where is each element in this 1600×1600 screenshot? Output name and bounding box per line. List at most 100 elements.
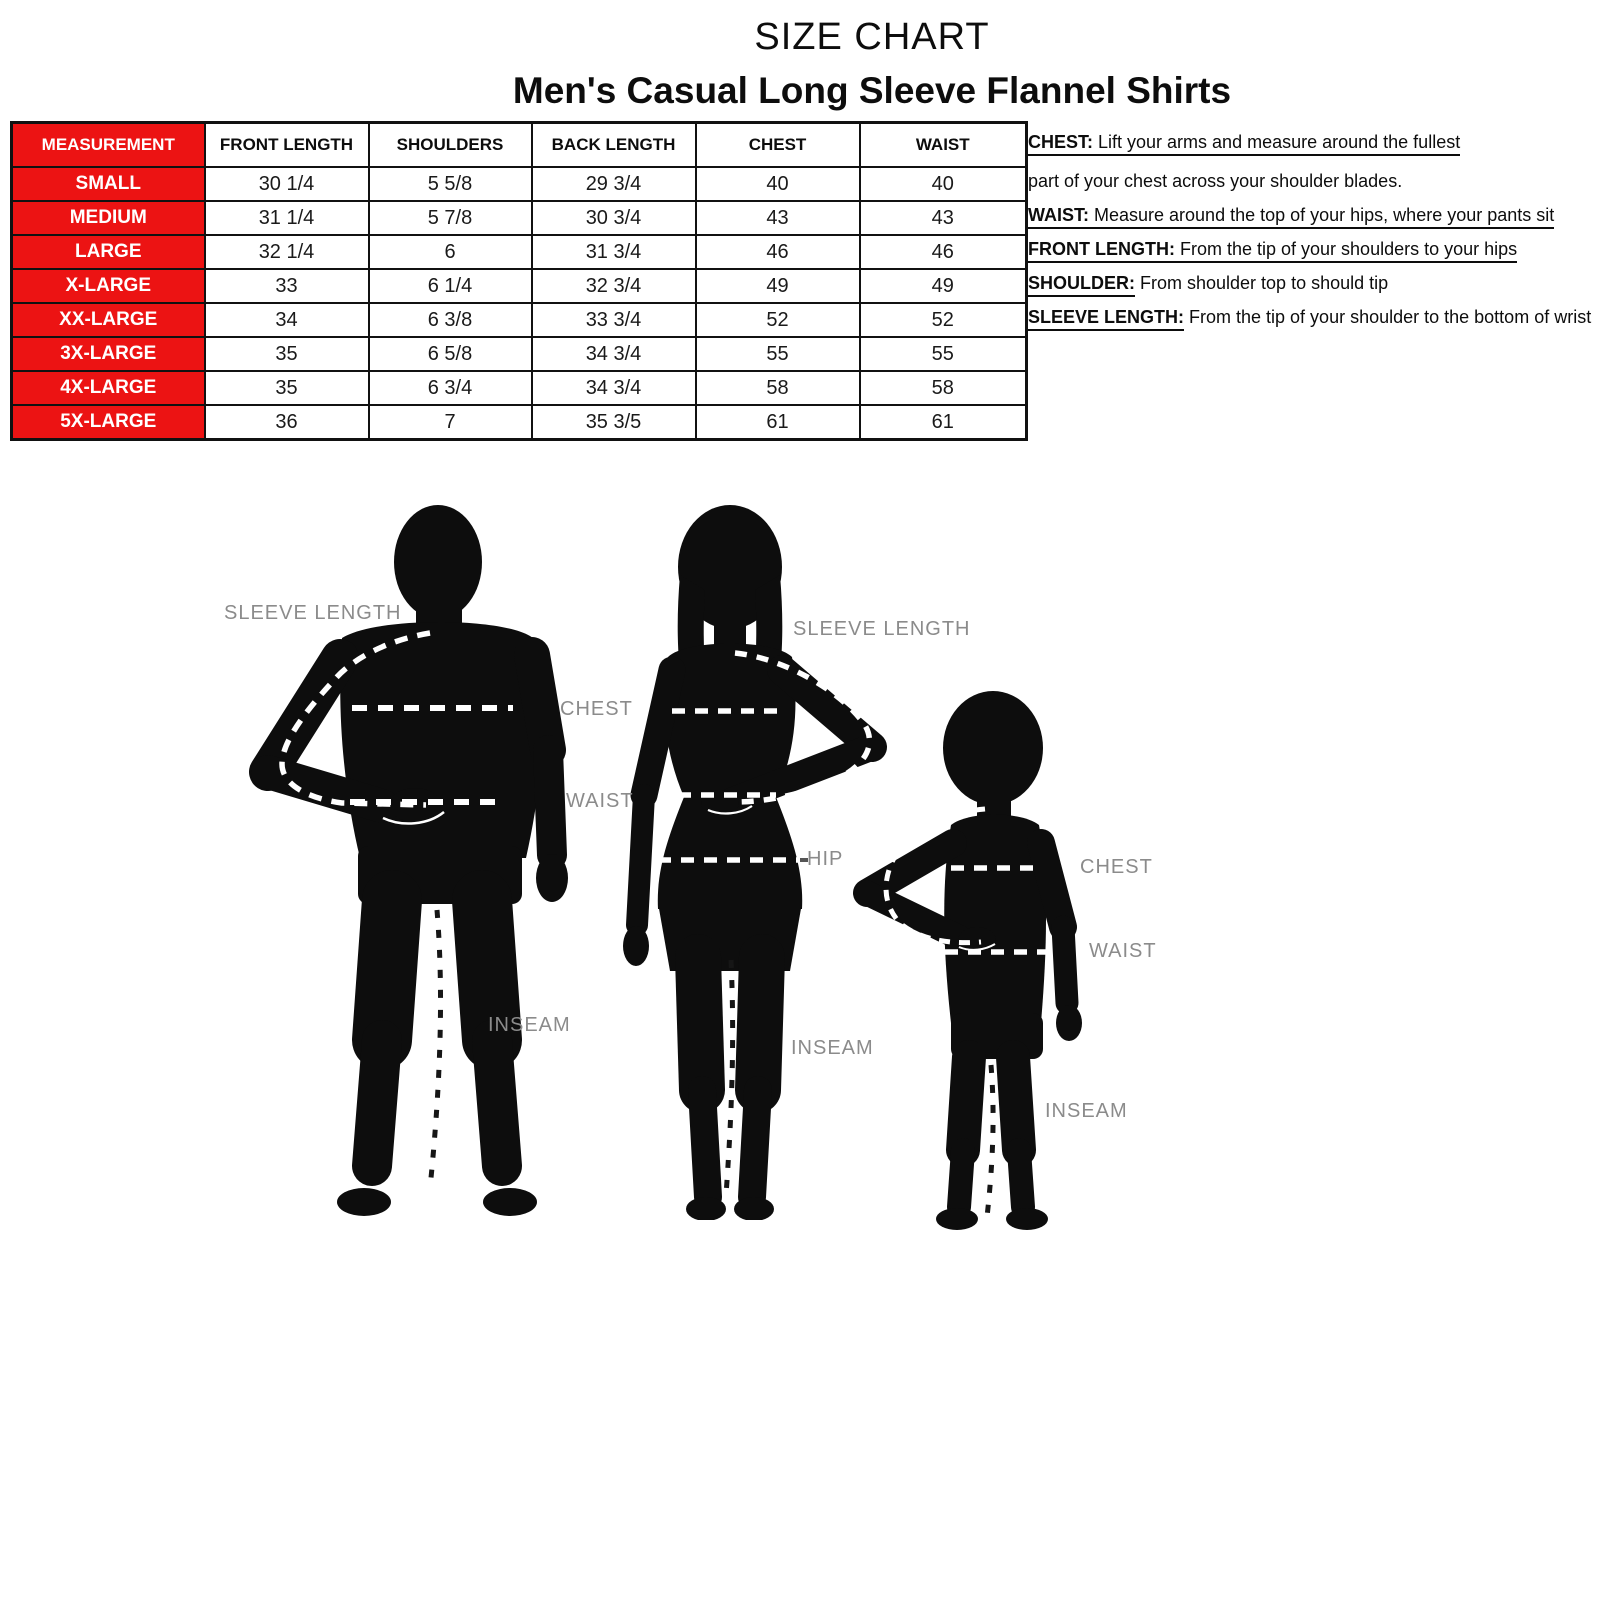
- instruction-shoulder: SHOULDER: From shoulder top to should ti…: [1028, 272, 1388, 297]
- value-cell: 61: [858, 404, 1028, 441]
- child-sleeve-line: [883, 806, 986, 946]
- page-title: SIZE CHART: [754, 16, 990, 58]
- value-cell: 31 1/4: [203, 200, 370, 236]
- table-row: XX-LARGE 34 6 3/8 33 3/4 52 52: [10, 302, 1028, 338]
- size-cell: 5X-LARGE: [10, 404, 206, 441]
- value-cell: 32 1/4: [203, 234, 370, 270]
- table-row: MEDIUM 31 1/4 5 7/8 30 3/4 43 43: [10, 200, 1028, 236]
- instruction-text: From the tip of your shoulders to your h…: [1174, 239, 1518, 259]
- table-row: X-LARGE 33 6 1/4 32 3/4 49 49: [10, 268, 1028, 304]
- child-hand-outline: [958, 943, 996, 951]
- man-inseam-label: INSEAM: [488, 1014, 571, 1036]
- value-cell: 43: [694, 200, 861, 236]
- instruction-text: Lift your arms and measure around the fu…: [1093, 132, 1461, 152]
- woman-inseam-label: INSEAM: [791, 1037, 874, 1059]
- man-inseam-line: [427, 909, 444, 1189]
- woman-sleeve-length-label: SLEEVE LENGTH: [793, 618, 971, 640]
- value-cell: 29 3/4: [530, 166, 697, 202]
- instruction-term: SHOULDER:: [1028, 272, 1135, 297]
- instruction-term: FRONT LENGTH:: [1028, 239, 1175, 259]
- size-cell: XX-LARGE: [10, 302, 206, 338]
- instruction-text: part of your chest across your shoulder …: [1028, 171, 1403, 191]
- value-cell: 34 3/4: [530, 370, 697, 406]
- value-cell: 33: [203, 268, 370, 304]
- table-row: 3X-LARGE 35 6 5/8 34 3/4 55 55: [10, 336, 1028, 372]
- size-cell: X-LARGE: [10, 268, 206, 304]
- col-header-shoulders: SHOULDERS: [367, 121, 533, 168]
- col-header-waist: WAIST: [858, 121, 1028, 168]
- value-cell: 43: [858, 200, 1028, 236]
- man-body: [249, 505, 568, 1216]
- value-cell: 35: [203, 370, 370, 406]
- man-sleeve-line: [279, 630, 431, 808]
- instruction-text: From the tip of your shoulder to the bot…: [1184, 307, 1592, 327]
- value-cell: 6: [367, 234, 533, 270]
- value-cell: 30 3/4: [530, 200, 697, 236]
- table-row: SMALL 30 1/4 5 5/8 29 3/4 40 40: [10, 166, 1028, 202]
- instruction-term: SLEEVE LENGTH:: [1028, 306, 1185, 331]
- value-cell: 5 5/8: [367, 166, 533, 202]
- col-header-measurement: MEASUREMENT: [10, 121, 206, 168]
- instruction-sleeve-length: SLEEVE LENGTH: From the tip of your shou…: [1028, 306, 1591, 331]
- size-cell: 3X-LARGE: [10, 336, 206, 372]
- instruction-waist: WAIST: Measure around the top of your hi…: [1028, 204, 1555, 229]
- value-cell: 61: [694, 404, 861, 441]
- value-cell: 46: [858, 234, 1028, 270]
- instruction-term: CHEST:: [1028, 132, 1094, 152]
- size-cell: SMALL: [10, 166, 206, 202]
- woman-hip-label: HIP: [807, 848, 844, 870]
- table-header-row: MEASUREMENT FRONT LENGTH SHOULDERS BACK …: [10, 121, 1028, 168]
- child-inseam-line: [984, 1064, 996, 1218]
- col-header-back-length: BACK LENGTH: [530, 121, 697, 168]
- instruction-text: Measure around the top of your hips, whe…: [1089, 205, 1555, 225]
- value-cell: 32 3/4: [530, 268, 697, 304]
- man-chest-label: CHEST: [560, 698, 633, 720]
- size-cell: LARGE: [10, 234, 206, 270]
- value-cell: 52: [858, 302, 1028, 338]
- value-cell: 5 7/8: [367, 200, 533, 236]
- size-cell: 4X-LARGE: [10, 370, 206, 406]
- value-cell: 55: [858, 336, 1028, 372]
- value-cell: 40: [858, 166, 1028, 202]
- man-silhouette: [249, 505, 568, 1216]
- instruction-term: WAIST:: [1028, 205, 1089, 225]
- man-waist-label: WAIST: [566, 790, 634, 812]
- value-cell: 35 3/5: [530, 404, 697, 441]
- size-cell: MEDIUM: [10, 200, 206, 236]
- value-cell: 31 3/4: [530, 234, 697, 270]
- woman-inseam-line: [723, 959, 736, 1196]
- woman-silhouette: [623, 505, 887, 1220]
- woman-hand-outline: [707, 805, 753, 815]
- table-row: 4X-LARGE 35 6 3/4 34 3/4 58 58: [10, 370, 1028, 406]
- col-header-front-length: FRONT LENGTH: [203, 121, 370, 168]
- table-row: 5X-LARGE 36 7 35 3/5 61 61: [10, 404, 1028, 441]
- value-cell: 34: [203, 302, 370, 338]
- value-cell: 6 3/4: [367, 370, 533, 406]
- value-cell: 49: [694, 268, 861, 304]
- child-waist-label: WAIST: [1089, 940, 1157, 962]
- value-cell: 6 5/8: [367, 336, 533, 372]
- value-cell: 34 3/4: [530, 336, 697, 372]
- value-cell: 35: [203, 336, 370, 372]
- instruction-text: From shoulder top to should tip: [1135, 273, 1389, 293]
- child-chest-label: CHEST: [1080, 856, 1153, 878]
- child-body: [853, 691, 1082, 1230]
- man-hand-outline: [382, 811, 445, 825]
- instruction-chest-line1: CHEST: Lift your arms and measure around…: [1028, 131, 1461, 156]
- value-cell: 55: [694, 336, 861, 372]
- page-subtitle: Men's Casual Long Sleeve Flannel Shirts: [512, 70, 1232, 111]
- instruction-front-length: FRONT LENGTH: From the tip of your shoul…: [1028, 238, 1518, 263]
- value-cell: 40: [694, 166, 861, 202]
- woman-sleeve-line: [734, 650, 873, 805]
- value-cell: 46: [694, 234, 861, 270]
- col-header-chest: CHEST: [694, 121, 861, 168]
- value-cell: 58: [858, 370, 1028, 406]
- child-inseam-label: INSEAM: [1045, 1100, 1128, 1122]
- value-cell: 36: [203, 404, 370, 441]
- instruction-chest-line2: part of your chest across your shoulder …: [1028, 170, 1402, 192]
- value-cell: 52: [694, 302, 861, 338]
- value-cell: 58: [694, 370, 861, 406]
- man-sleeve-length-label: SLEEVE LENGTH: [224, 602, 402, 624]
- value-cell: 6 3/8: [367, 302, 533, 338]
